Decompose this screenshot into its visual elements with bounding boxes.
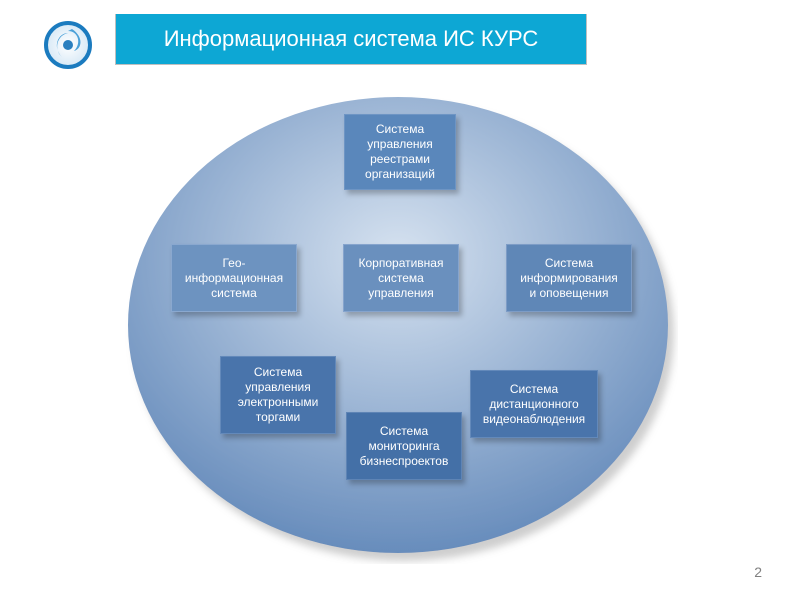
logo	[40, 15, 96, 71]
module-box-label: Системаинформированияи оповещения	[520, 256, 618, 301]
page-number: 2	[754, 564, 762, 580]
slide: Информационная система ИС КУРС Системауп…	[0, 0, 800, 600]
title-bar: Информационная система ИС КУРС	[115, 14, 587, 65]
module-box-label: Системауправленияреестрамиорганизаций	[365, 122, 435, 182]
module-box-label: Гео-информационнаясистема	[185, 256, 283, 301]
module-box-label: Корпоративнаясистемауправления	[359, 256, 444, 301]
module-box-label: Системамониторингабизнеспроектов	[360, 424, 449, 469]
module-box-gis: Гео-информационнаясистема	[171, 244, 297, 312]
module-box-label: Системауправленияэлектроннымиторгами	[238, 365, 319, 425]
module-box-inform: Системаинформированияи оповещения	[506, 244, 632, 312]
module-box-cctv: Системадистанционноговидеонаблюдения	[470, 370, 598, 438]
title-text: Информационная система ИС КУРС	[164, 26, 539, 52]
module-box-registry: Системауправленияреестрамиорганизаций	[344, 114, 456, 190]
module-box-monitor: Системамониторингабизнеспроектов	[346, 412, 462, 480]
module-box-auction: Системауправленияэлектроннымиторгами	[220, 356, 336, 434]
module-box-label: Системадистанционноговидеонаблюдения	[483, 382, 585, 427]
module-box-corp: Корпоративнаясистемауправления	[343, 244, 459, 312]
